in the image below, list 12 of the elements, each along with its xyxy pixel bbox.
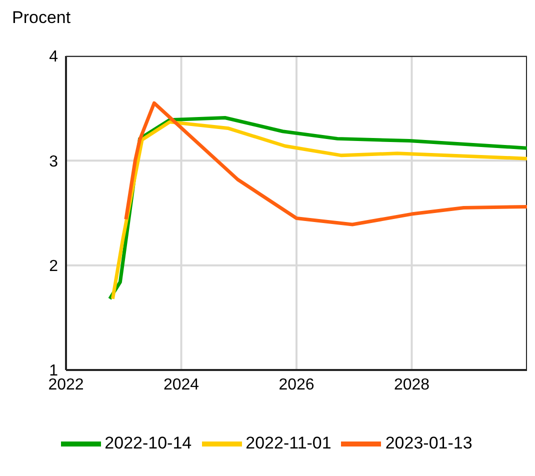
- y-tick-label: 2: [49, 258, 58, 276]
- x-tick-label: 2022: [48, 376, 84, 394]
- y-tick-label: 3: [49, 153, 58, 170]
- x-tick-label: 2026: [278, 376, 314, 394]
- line-series: [124, 101, 527, 226]
- y-tick-label: 4: [49, 48, 58, 66]
- y-axis-title: Procent: [12, 8, 71, 28]
- x-tick-label: 2024: [163, 376, 200, 394]
- legend-label: 2022-10-14: [104, 433, 192, 452]
- legend-label: 2022-11-01: [246, 433, 332, 452]
- x-tick-label: 2028: [394, 376, 430, 394]
- legend-label: 2023-01-13: [385, 433, 472, 452]
